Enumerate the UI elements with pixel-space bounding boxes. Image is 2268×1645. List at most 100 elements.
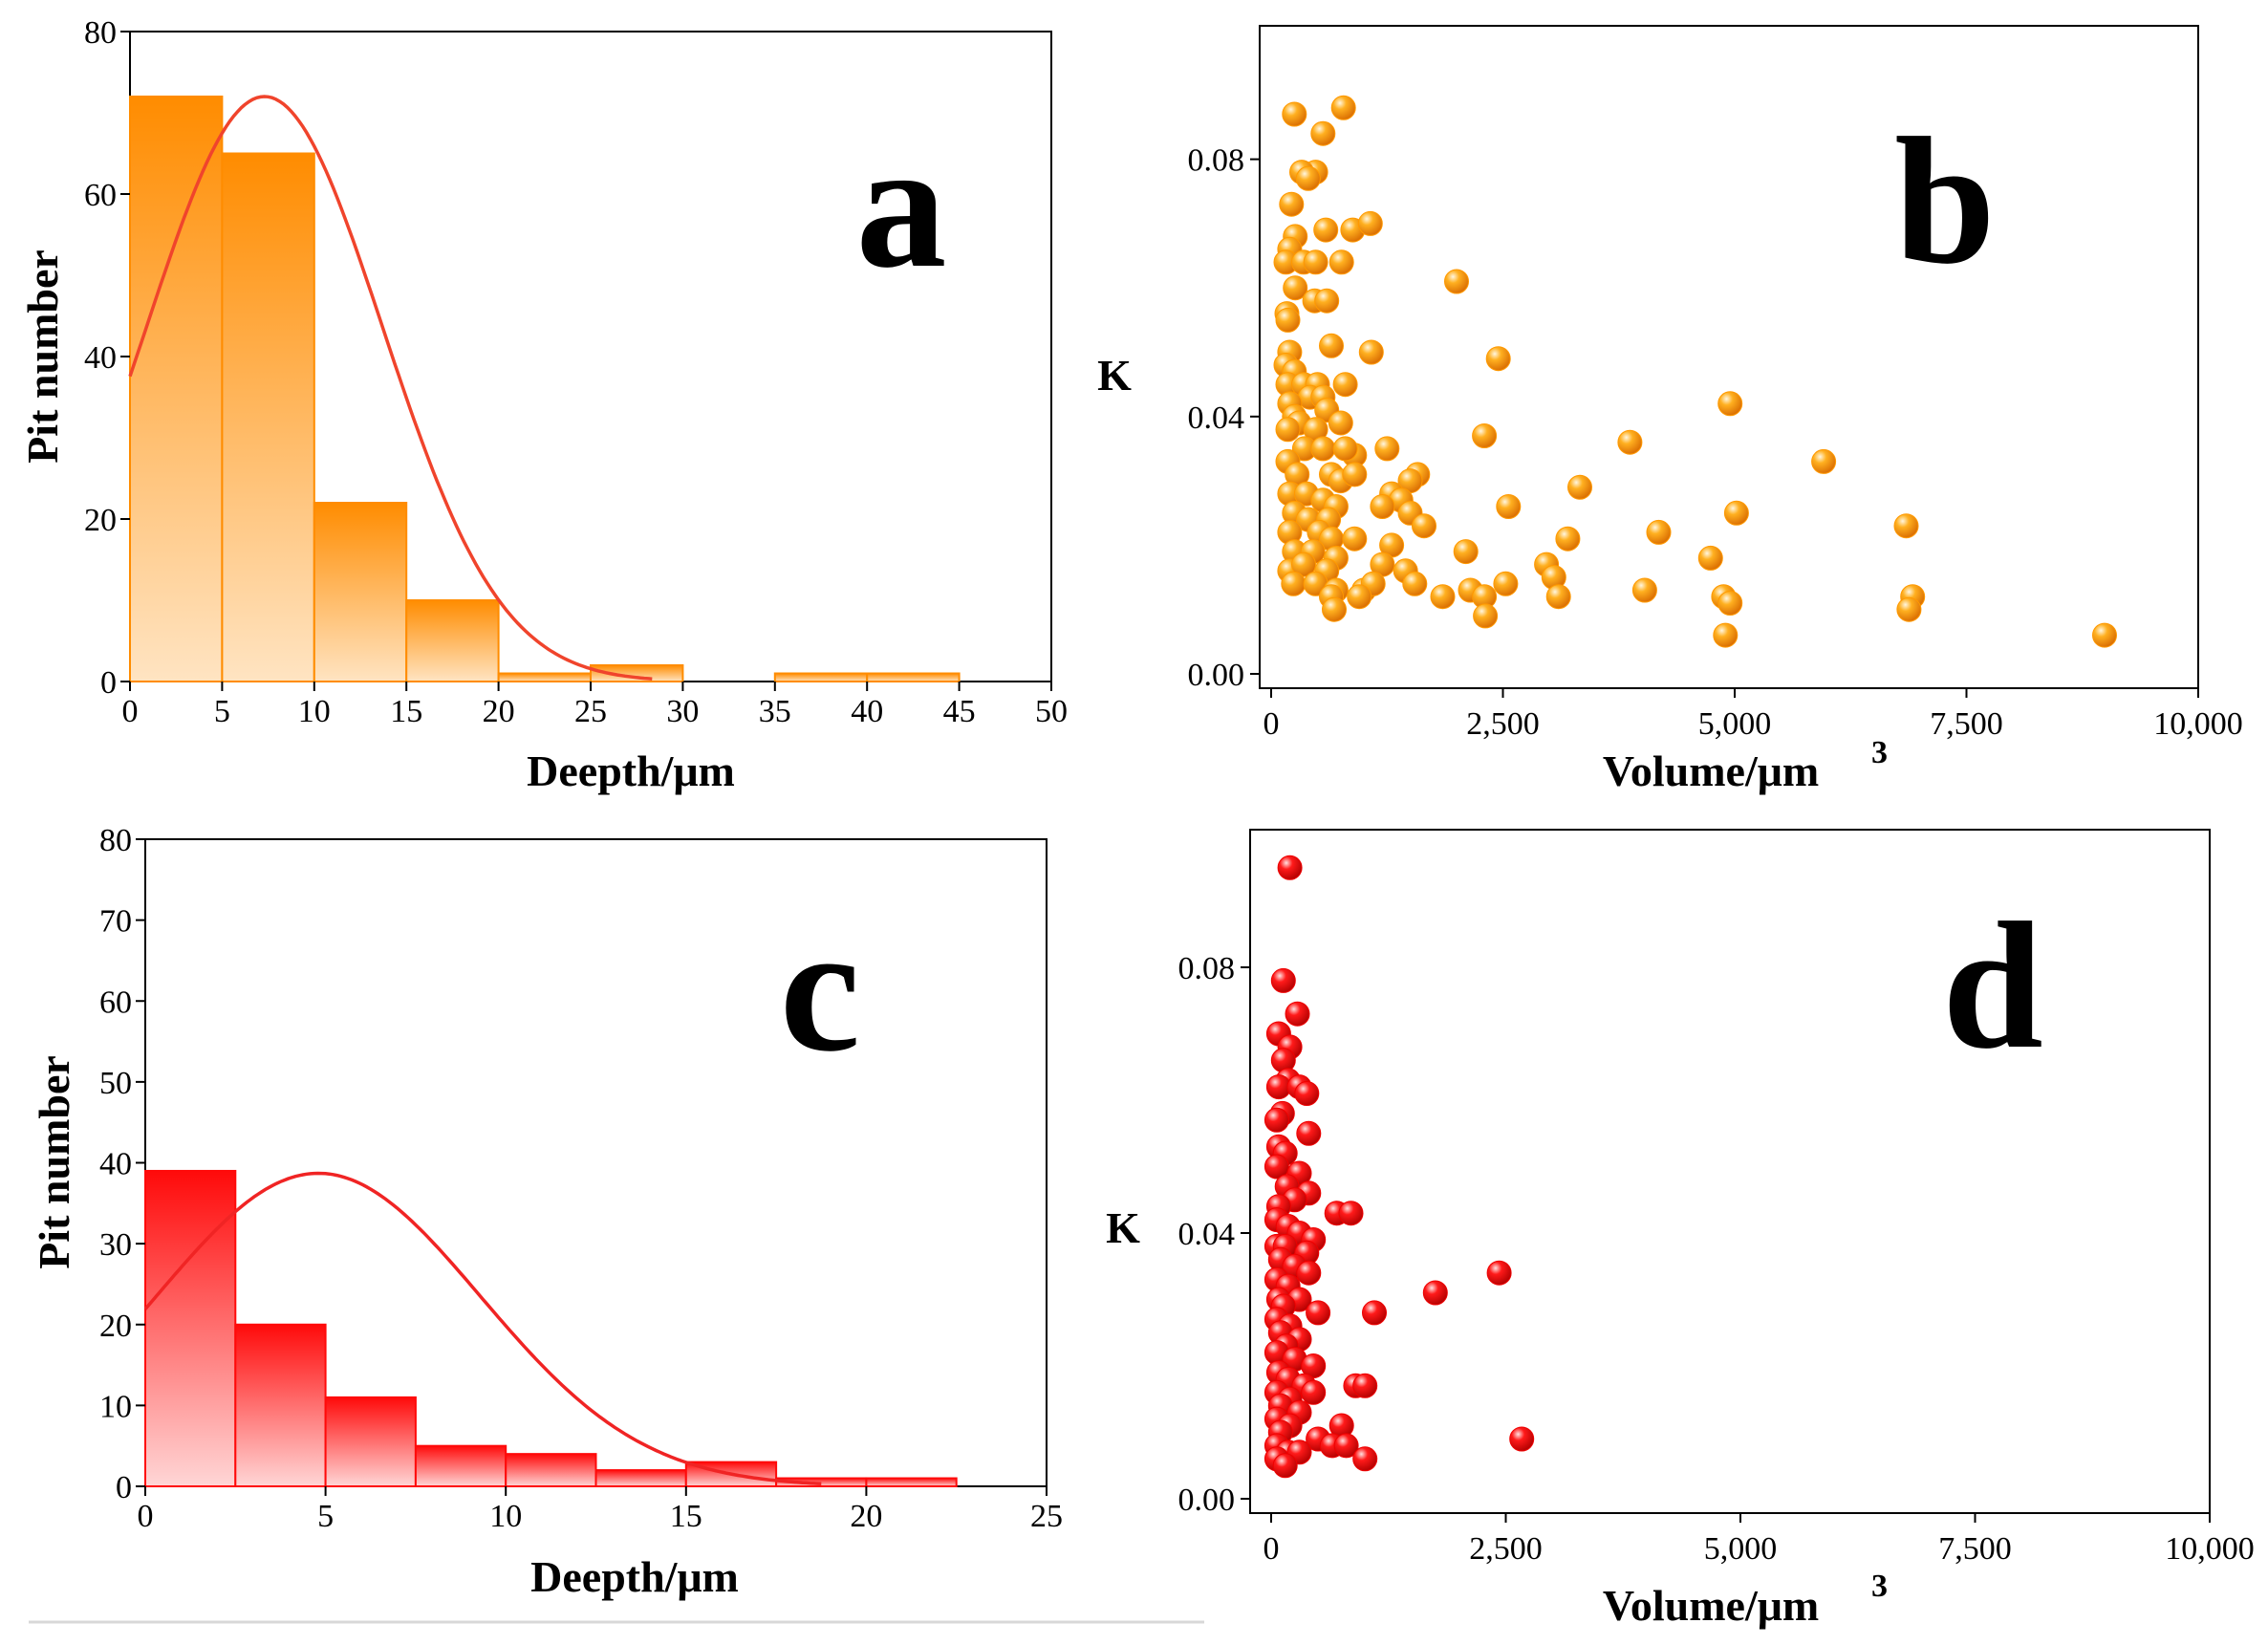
data-point: [1811, 448, 1837, 474]
y-tick-label: 20: [99, 1309, 132, 1344]
data-point: [1332, 436, 1358, 462]
data-point: [1281, 571, 1307, 596]
histogram-bar: [324, 1396, 417, 1487]
data-point: [1332, 372, 1358, 398]
data-point: [1555, 526, 1581, 552]
data-point: [1430, 584, 1456, 610]
data-point: [1717, 591, 1743, 616]
y-tick-label: 0: [116, 1470, 132, 1505]
panel-b-scatter: 0 2,500 5,000 7,500 10,000 0.00 0.04 0.08 Volume…: [1097, 25, 2243, 795]
y-tick-label: 0.04: [1188, 400, 1245, 436]
histogram-bar: [594, 1469, 687, 1487]
x-tick-label: 2,500: [1469, 1531, 1543, 1567]
x-tick-label: 0: [1264, 1531, 1280, 1567]
y-tick-label: 0: [100, 665, 117, 701]
x-axis-label: Volume/μm: [1603, 747, 1819, 795]
data-point: [1402, 571, 1428, 596]
y-tick-label: 0.08: [1188, 143, 1245, 179]
histogram-bar: [221, 152, 315, 682]
x-tick-label: 20: [483, 694, 515, 729]
y-tick-label: 0.04: [1178, 1217, 1236, 1252]
y-tick-label: 80: [84, 15, 117, 51]
y-tick-label: 70: [99, 904, 132, 940]
data-point: [1646, 519, 1672, 545]
data-point: [1313, 217, 1339, 243]
data-point: [1285, 1001, 1310, 1027]
histogram-bar: [865, 1477, 958, 1487]
x-tick-label: 0: [138, 1499, 154, 1534]
x-tick-label: 35: [759, 694, 791, 729]
x-tick-label: 2,500: [1466, 706, 1540, 742]
histogram-bar: [773, 672, 869, 682]
data-point: [1295, 165, 1321, 191]
y-tick-label: 20: [84, 503, 117, 538]
data-point: [1275, 417, 1301, 443]
data-point: [1310, 436, 1336, 462]
x-tick-label: 7,500: [1938, 1531, 2012, 1567]
y-tick-label: 40: [84, 340, 117, 376]
x-tick-label: 7,500: [1930, 706, 2003, 742]
y-axis-label: Pit number: [18, 249, 67, 464]
x-tick-label: 15: [670, 1499, 702, 1534]
data-point: [1294, 1081, 1320, 1106]
histogram-bar: [129, 96, 224, 682]
data-point: [1545, 584, 1571, 610]
data-point: [1314, 288, 1340, 314]
y-tick-label: 50: [99, 1066, 132, 1101]
data-point: [1631, 577, 1657, 603]
data-point: [1333, 1433, 1359, 1459]
data-point: [1412, 513, 1436, 539]
data-point: [1567, 474, 1592, 500]
data-point: [1374, 436, 1400, 462]
data-point: [1338, 1201, 1364, 1226]
x-tick-label: 30: [666, 694, 699, 729]
data-point: [1896, 596, 1922, 622]
data-point: [1509, 1426, 1535, 1452]
histogram-bar: [234, 1323, 327, 1487]
data-point: [1330, 95, 1356, 120]
data-point: [1291, 552, 1316, 577]
x-tick-label: 5,000: [1704, 1531, 1778, 1567]
y-tick-label: 0.00: [1178, 1483, 1236, 1518]
data-point: [1723, 500, 1749, 526]
y-axis-label: K: [1097, 351, 1132, 400]
data-point: [1617, 429, 1643, 455]
x-tick-label: 10: [298, 694, 331, 729]
x-tick-label: 45: [943, 694, 976, 729]
y-tick-label: 10: [99, 1389, 132, 1424]
x-tick-label: 10: [489, 1499, 522, 1534]
data-point: [1352, 1446, 1378, 1472]
data-point: [1279, 191, 1305, 217]
y-tick-label: 0.08: [1178, 951, 1236, 986]
data-point: [1370, 494, 1395, 519]
data-point: [1893, 513, 1919, 539]
data-point: [1342, 526, 1368, 552]
panel-a-histogram: 0 5 10 15 20 25 30 35 40 45 50 0 20 40 60 80 Deepth/μm Pi…: [18, 15, 1068, 795]
data-point: [1296, 1120, 1322, 1146]
histogram-bar: [144, 1169, 237, 1488]
data-point: [1319, 333, 1344, 358]
data-point: [1328, 410, 1353, 436]
x-tick-label: 40: [851, 694, 883, 729]
y-axis-label: K: [1106, 1203, 1140, 1252]
x-tick-label: 50: [1035, 694, 1068, 729]
y-axis-label: Pit number: [30, 1055, 78, 1269]
data-point: [1283, 275, 1308, 301]
histogram-bar: [497, 672, 592, 682]
panel-letter: b: [1894, 101, 1996, 302]
x-axis-label: Deepth/μm: [527, 747, 735, 795]
data-point: [2092, 622, 2117, 648]
data-point: [1264, 1154, 1289, 1180]
histogram-bar: [313, 502, 408, 682]
x-axis-label: Deepth/μm: [530, 1552, 739, 1601]
data-point: [1496, 494, 1522, 519]
panel-d-scatter: 0 2,500 5,000 7,500 10,000 0.00 0.04 0.08 Volume…: [1106, 829, 2255, 1630]
histogram-bar: [866, 672, 961, 682]
plot-frame: [1249, 829, 2211, 1514]
panel-letter: a: [856, 105, 947, 306]
data-point: [1310, 120, 1336, 146]
panel-letter: c: [780, 889, 860, 1090]
data-point: [1296, 1260, 1322, 1286]
y-tick-label: 60: [99, 985, 132, 1020]
